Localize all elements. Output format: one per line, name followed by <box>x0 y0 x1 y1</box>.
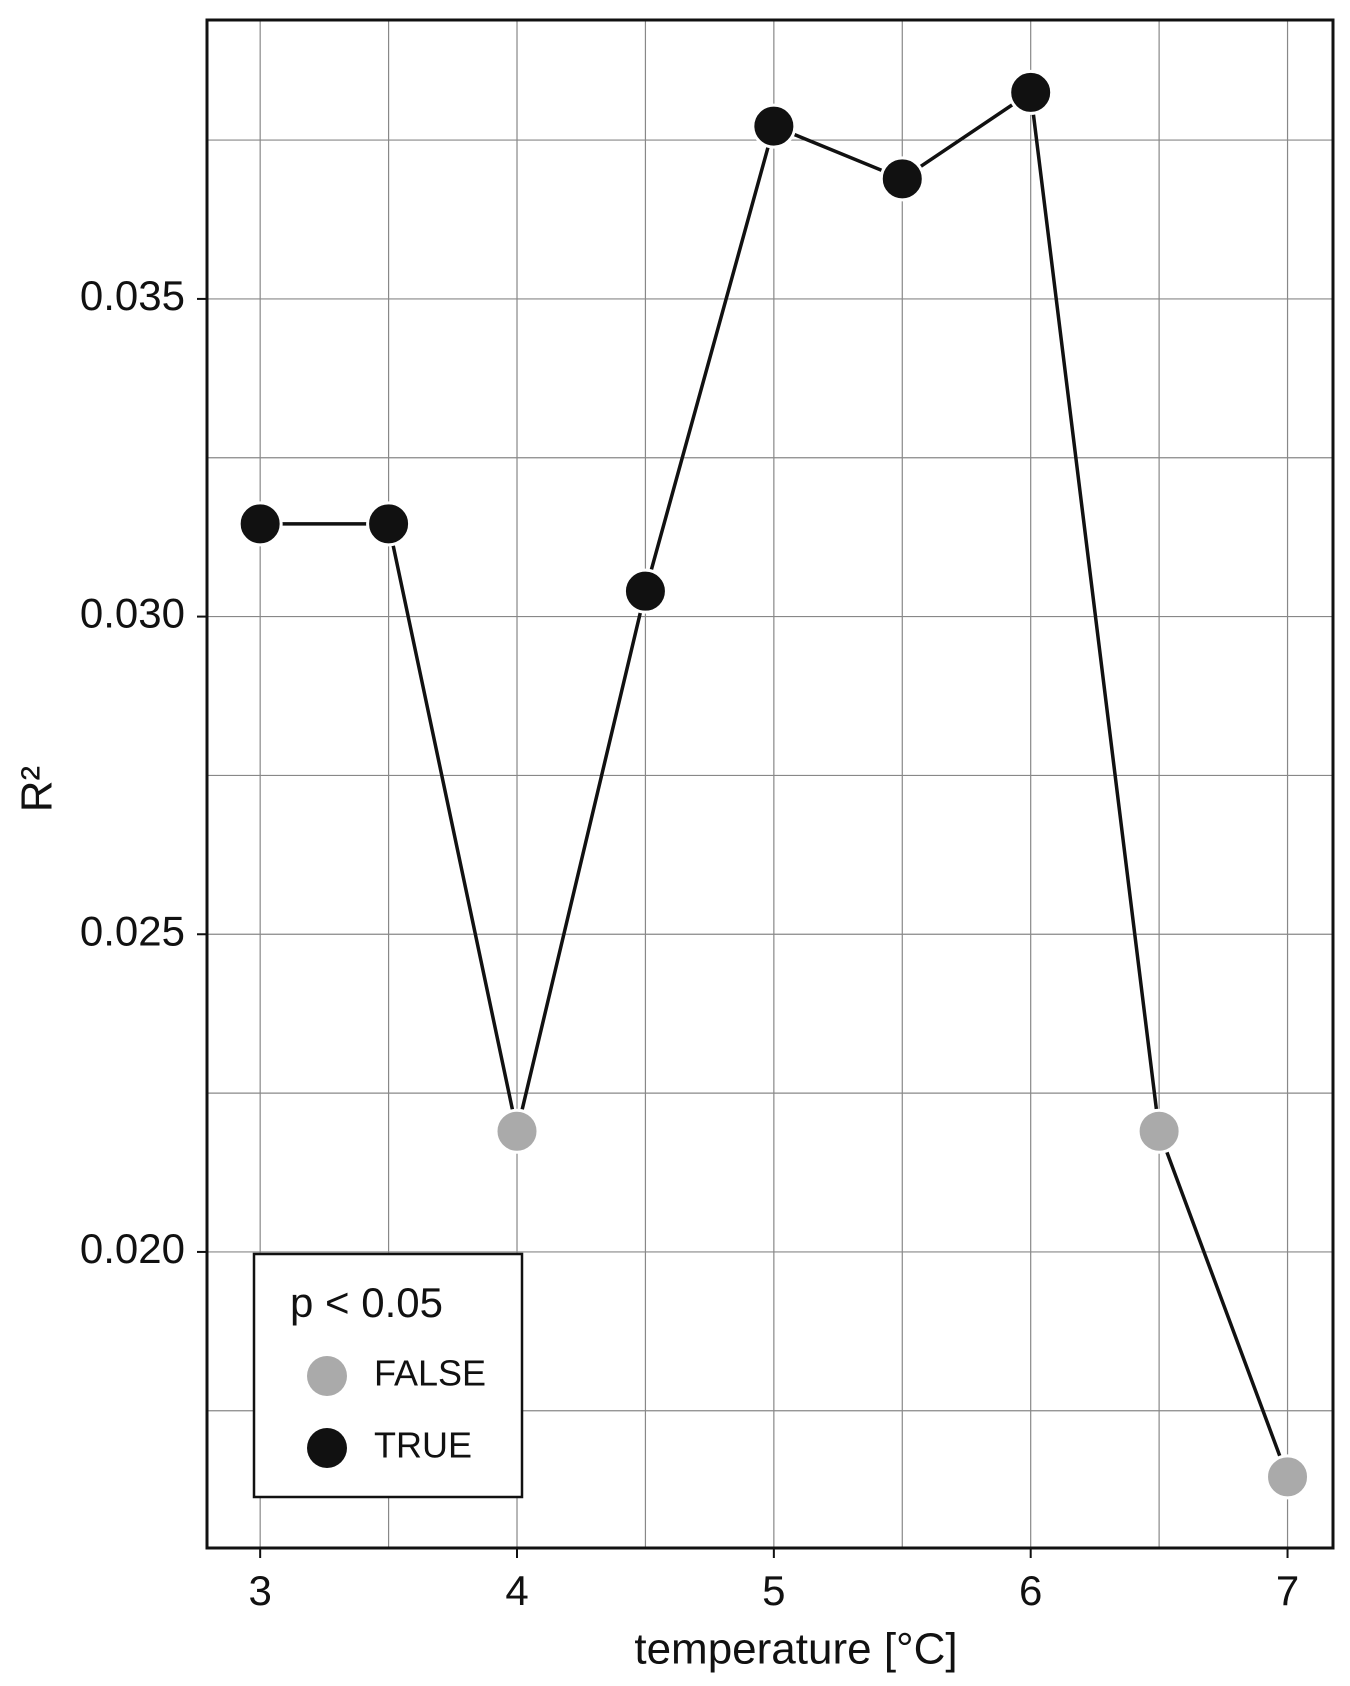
y-tick-label: 0.020 <box>80 1225 185 1272</box>
data-point <box>1136 1108 1182 1154</box>
legend-title: p < 0.05 <box>290 1279 443 1326</box>
data-point <box>237 501 283 547</box>
data-point <box>494 1108 540 1154</box>
legend-marker <box>307 1428 347 1468</box>
data-point <box>879 156 925 202</box>
data-point <box>751 103 797 149</box>
legend-label: FALSE <box>374 1353 486 1394</box>
legend-box <box>252 1252 524 1499</box>
x-tick-label: 3 <box>248 1567 271 1614</box>
legend-label: TRUE <box>374 1425 472 1466</box>
x-tick-label: 6 <box>1019 1567 1042 1614</box>
x-tick-label: 4 <box>505 1567 528 1614</box>
data-point <box>1265 1454 1311 1500</box>
plot-border <box>205 18 1335 1550</box>
data-point <box>622 568 668 614</box>
legend-marker <box>307 1356 347 1396</box>
x-tick-label: 7 <box>1276 1567 1299 1614</box>
x-tick-label: 5 <box>762 1567 785 1614</box>
y-tick-label: 0.030 <box>80 590 185 637</box>
y-tick-label: 0.025 <box>80 907 185 954</box>
data-point <box>366 501 412 547</box>
y-axis-title: R² <box>13 766 62 812</box>
y-tick-label: 0.035 <box>80 272 185 319</box>
x-axis-title: temperature [°C] <box>634 1625 957 1674</box>
data-point <box>1008 69 1054 115</box>
